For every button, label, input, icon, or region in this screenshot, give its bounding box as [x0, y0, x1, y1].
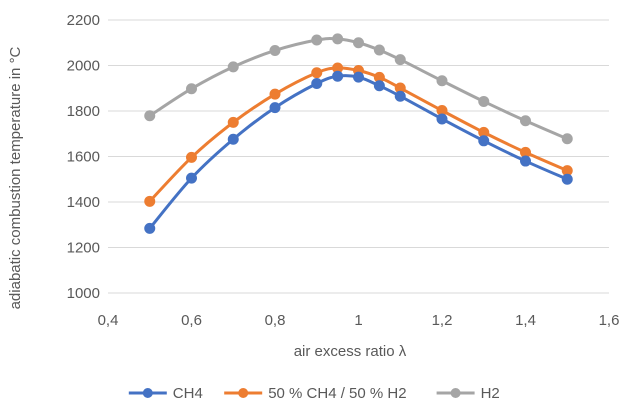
data-point-h2: [373, 44, 385, 56]
data-point-ch4: [144, 222, 156, 234]
data-point-h2: [520, 115, 531, 127]
data-point-ch4: [561, 173, 573, 185]
y-tick-label: 2000: [67, 58, 100, 75]
data-point-h2: [332, 33, 344, 45]
legend-swatch-marker: [450, 388, 461, 398]
y-tick-label: 2200: [67, 12, 100, 29]
data-point-50-ch4-50-h2: [311, 67, 323, 79]
data-point-h2: [436, 75, 448, 87]
data-point-h2: [144, 110, 156, 122]
y-tick-label: 1000: [67, 285, 100, 302]
data-point-h2: [311, 34, 323, 46]
y-tick-label: 1600: [67, 149, 100, 166]
x-tick-label: 0,4: [98, 312, 119, 329]
data-point-h2: [227, 61, 239, 73]
series-line-50-ch4-50-h2: [148, 66, 568, 203]
y-axis-ticks: 1000 1200 1400 1600 1800 2000 2200: [67, 12, 100, 302]
data-point-50-ch4-50-h2: [269, 88, 281, 100]
data-point-50-ch4-50-h2: [144, 195, 156, 207]
legend: CH4 50 % CH4 / 50 % H2 H2: [128, 385, 500, 402]
series-markers: [144, 33, 573, 234]
data-point-h2: [269, 44, 281, 56]
y-tick-label: 1400: [67, 194, 100, 211]
data-point-50-ch4-50-h2: [227, 116, 239, 128]
data-point-h2: [561, 133, 573, 145]
data-point-ch4: [311, 77, 323, 89]
data-point-h2: [478, 95, 490, 107]
legend-swatch-marker: [238, 388, 249, 398]
data-point-h2: [394, 54, 406, 66]
legend-item-ch4: CH4: [128, 385, 203, 402]
x-tick-label: 1,6: [599, 312, 620, 329]
data-point-ch4: [332, 70, 344, 82]
legend-label: 50 % CH4 / 50 % H2: [268, 385, 406, 402]
legend-swatch-marker: [142, 388, 153, 398]
data-point-ch4: [436, 113, 448, 125]
y-axis-title: adiabatic combustion temperature in °C: [7, 46, 24, 309]
legend-item-h2: H2: [436, 385, 500, 402]
data-point-ch4: [373, 80, 385, 92]
series-line-h2: [148, 37, 568, 141]
data-point-ch4: [394, 90, 406, 102]
data-point-ch4: [520, 155, 531, 167]
x-tick-label: 1,2: [432, 312, 453, 329]
data-point-ch4: [227, 133, 239, 145]
series-line-ch4: [148, 74, 568, 230]
data-point-ch4: [269, 102, 281, 114]
legend-label: H2: [481, 385, 500, 402]
x-axis-title: air excess ratio λ: [294, 343, 407, 360]
data-point-ch4: [186, 172, 197, 184]
legend-label: CH4: [173, 385, 203, 402]
y-tick-label: 1800: [67, 103, 100, 120]
data-point-ch4: [478, 135, 490, 147]
x-axis-ticks: 0,4 0,6 0,8 1 1,2 1,4 1,6: [98, 312, 620, 329]
data-point-ch4: [353, 71, 364, 83]
y-tick-label: 1200: [67, 240, 100, 257]
x-tick-label: 1,4: [515, 312, 536, 329]
x-tick-label: 0,8: [265, 312, 286, 329]
data-point-50-ch4-50-h2: [186, 151, 197, 163]
x-tick-label: 0,6: [181, 312, 202, 329]
x-tick-label: 1: [354, 312, 362, 329]
data-point-h2: [353, 37, 364, 49]
legend-item-50-ch4-50-h2: 50 % CH4 / 50 % H2: [224, 385, 407, 402]
data-point-h2: [186, 83, 197, 95]
